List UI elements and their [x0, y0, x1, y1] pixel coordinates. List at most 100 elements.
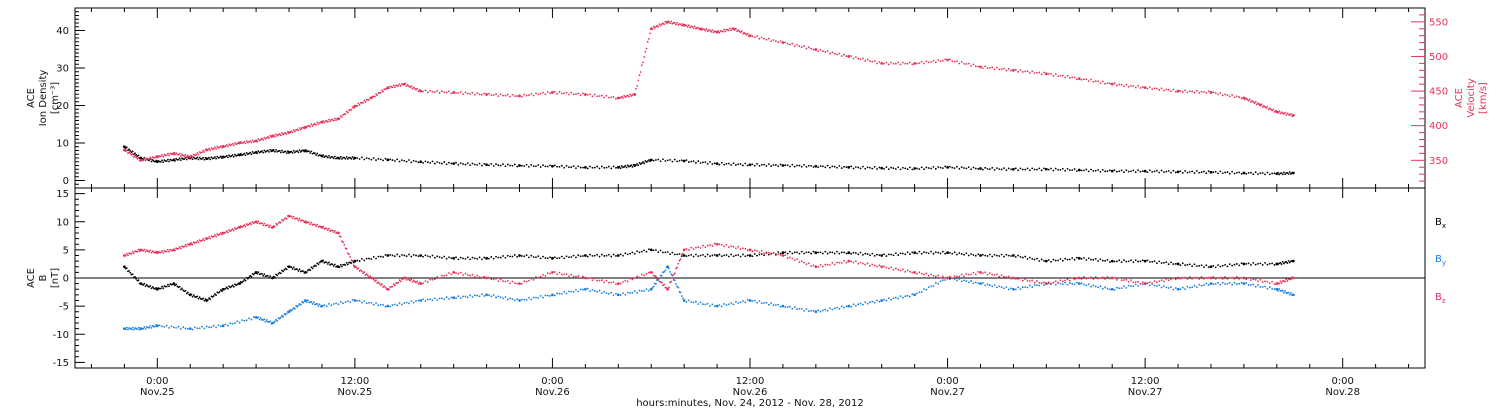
bz-point	[377, 281, 380, 284]
velocity-point	[341, 116, 343, 118]
velocity-point	[635, 87, 637, 90]
by-point	[330, 304, 333, 307]
bx-point	[256, 272, 259, 275]
bz-point	[1158, 280, 1161, 283]
by-point	[944, 279, 947, 281]
bx-point	[610, 255, 613, 258]
bz-point	[485, 276, 488, 280]
velocity-point	[786, 42, 789, 45]
bx-point	[1061, 259, 1064, 262]
density-point	[640, 162, 643, 165]
density-point	[490, 162, 493, 165]
bz-point	[277, 222, 280, 225]
bx-point	[796, 251, 798, 254]
bz-point	[1061, 280, 1064, 283]
bz-point	[558, 271, 561, 274]
by-point	[1092, 284, 1095, 287]
density-point	[1024, 168, 1027, 171]
bx-point	[436, 255, 439, 258]
bz-point	[725, 243, 728, 246]
velocity-point	[333, 117, 336, 120]
density-point	[1233, 172, 1236, 175]
bz-point	[525, 280, 528, 283]
density-point	[1148, 169, 1151, 172]
by-point	[194, 326, 196, 329]
density-point	[1252, 173, 1255, 176]
density-point	[781, 164, 785, 167]
bz-point	[570, 273, 573, 276]
by-point	[316, 303, 319, 305]
velocity-point	[417, 90, 420, 93]
velocity-point	[640, 64, 643, 67]
velocity-point	[490, 94, 493, 96]
bz-point	[478, 276, 481, 278]
bx-point	[511, 255, 514, 258]
density-point	[1179, 170, 1182, 173]
bz-point	[685, 248, 688, 250]
bz-point	[843, 259, 845, 262]
bx-point	[932, 252, 935, 255]
bx-point	[713, 254, 716, 256]
velocity-point	[733, 29, 736, 31]
by-point	[1179, 288, 1182, 291]
bz-point	[890, 266, 893, 269]
density-point	[981, 168, 984, 171]
density-point	[225, 154, 228, 157]
bx-point	[1108, 261, 1111, 263]
by-point	[1077, 282, 1081, 286]
bz-point	[488, 276, 490, 279]
bz-point	[838, 261, 841, 264]
bx-point	[937, 251, 940, 254]
by-point	[1026, 286, 1029, 289]
bz-point	[866, 262, 869, 265]
bx-point	[268, 276, 270, 279]
bx-point	[438, 256, 441, 259]
bx-point	[1115, 260, 1118, 263]
density-point	[1021, 168, 1024, 171]
by-point	[1176, 287, 1180, 291]
bz-point	[1184, 276, 1187, 279]
bz-point	[333, 229, 336, 232]
density-point	[876, 168, 878, 170]
density-point	[426, 161, 429, 164]
by-point	[182, 326, 185, 329]
density-point	[852, 167, 855, 170]
density-point	[341, 158, 343, 160]
density-point	[977, 168, 980, 170]
density-point	[551, 164, 554, 168]
by-point	[803, 309, 805, 312]
bz-point	[672, 273, 675, 276]
by-point	[720, 305, 723, 308]
bx-point	[1090, 258, 1092, 261]
bz-point	[956, 275, 958, 278]
velocity-point	[892, 62, 895, 65]
bx-point	[1254, 263, 1257, 266]
velocity-point	[765, 38, 768, 41]
density-point	[692, 160, 695, 163]
by-point	[1191, 286, 1194, 289]
bz-point	[499, 278, 502, 281]
density-point	[377, 157, 380, 160]
bx-point	[1224, 264, 1226, 266]
density-point	[128, 148, 130, 151]
velocity-point	[967, 62, 970, 65]
bz-point	[596, 279, 599, 282]
by-point	[279, 316, 282, 319]
density-point	[1174, 171, 1177, 174]
density-point	[379, 158, 382, 161]
top-right-ytick-label: 550	[1429, 17, 1448, 28]
density-point	[631, 165, 634, 168]
by-point	[746, 299, 749, 301]
velocity-point	[476, 92, 479, 95]
top-left-ytick-label: 0	[63, 176, 69, 187]
bx-point	[822, 252, 824, 255]
bz-point	[582, 275, 584, 278]
by-point	[544, 294, 547, 297]
bz-point	[682, 252, 684, 255]
velocity-point	[899, 63, 902, 66]
bz-point	[682, 248, 686, 252]
bz-point	[1160, 279, 1163, 282]
density-point	[784, 164, 787, 167]
velocity-point	[464, 91, 467, 94]
bx-point	[412, 254, 415, 256]
